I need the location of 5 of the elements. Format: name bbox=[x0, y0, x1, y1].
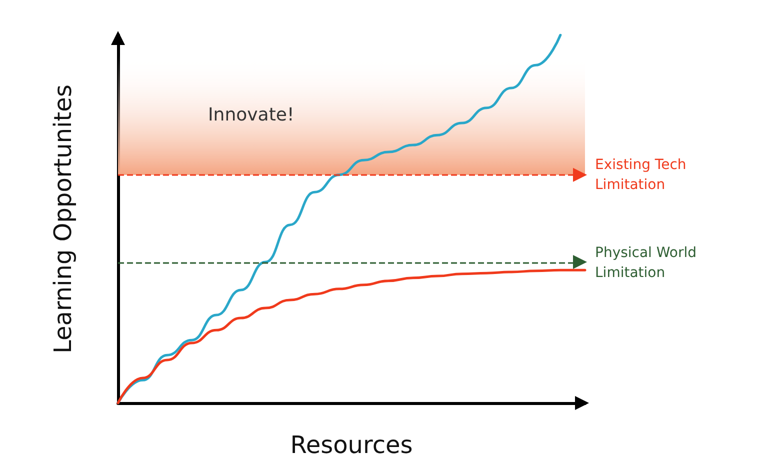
x-axis-title: Resources bbox=[290, 431, 413, 459]
ref-line-label: Physical World Limitation bbox=[595, 245, 701, 282]
y-axis-title: Learning Opportunites bbox=[49, 84, 77, 354]
band-label: Innovate! bbox=[208, 104, 294, 126]
ref-line-label: Existing Tech Limitation bbox=[595, 156, 691, 193]
